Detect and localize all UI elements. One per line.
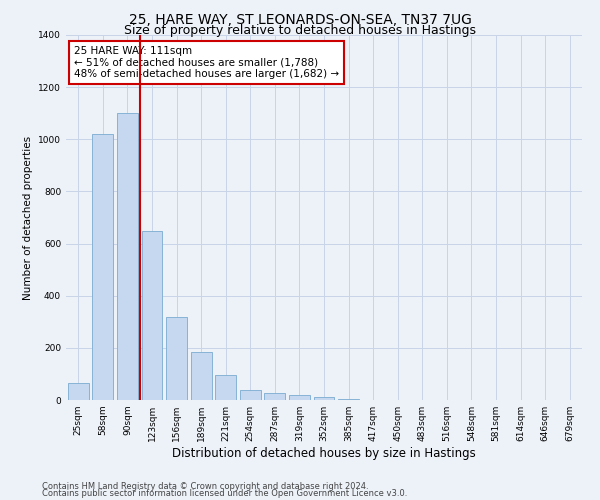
Bar	[240, 390, 261, 400]
X-axis label: Distribution of detached houses by size in Hastings: Distribution of detached houses by size …	[172, 447, 476, 460]
Bar	[92, 134, 113, 400]
Bar	[314, 397, 334, 400]
Bar	[289, 396, 310, 400]
Text: Size of property relative to detached houses in Hastings: Size of property relative to detached ho…	[124, 24, 476, 37]
Bar	[215, 375, 236, 400]
Bar	[265, 394, 286, 400]
Bar	[338, 398, 359, 400]
Bar	[142, 230, 163, 400]
Bar	[117, 113, 138, 400]
Y-axis label: Number of detached properties: Number of detached properties	[23, 136, 32, 300]
Bar	[191, 352, 212, 400]
Bar	[166, 316, 187, 400]
Text: 25, HARE WAY, ST LEONARDS-ON-SEA, TN37 7UG: 25, HARE WAY, ST LEONARDS-ON-SEA, TN37 7…	[128, 12, 472, 26]
Text: 25 HARE WAY: 111sqm
← 51% of detached houses are smaller (1,788)
48% of semi-det: 25 HARE WAY: 111sqm ← 51% of detached ho…	[74, 46, 339, 79]
Bar	[68, 383, 89, 400]
Text: Contains public sector information licensed under the Open Government Licence v3: Contains public sector information licen…	[42, 490, 407, 498]
Text: Contains HM Land Registry data © Crown copyright and database right 2024.: Contains HM Land Registry data © Crown c…	[42, 482, 368, 491]
